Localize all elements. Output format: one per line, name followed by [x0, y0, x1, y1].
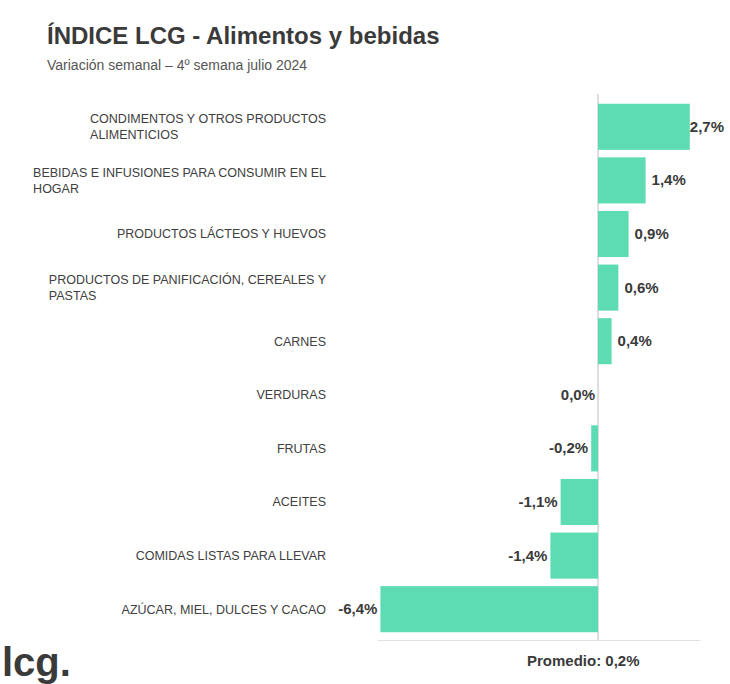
data-label: 0,0%	[561, 386, 595, 403]
y-axis-labels: CONDIMENTOS Y OTROS PRODUCTOS ALIMENTICIO…	[33, 112, 327, 616]
category-label: ACEITES	[273, 495, 327, 509]
category-label-line: AZÚCAR, MIEL, DULCES Y CACAO	[122, 602, 327, 617]
x-axis-line	[378, 640, 701, 641]
x-axis	[378, 640, 701, 642]
category-label-line: PASTAS	[49, 289, 96, 303]
data-label: -0,2%	[549, 439, 588, 456]
bar	[598, 157, 646, 203]
data-labels: 2,7% 1,4% 0,9% 0,6% 0,4% 0,0% -0,2% -1,1% -1,4% -…	[338, 118, 724, 617]
subtitle: Variación semanal – 4º semana julio 2024	[47, 57, 307, 73]
category-label-line: PRODUCTOS LÁCTEOS Y HUEVOS	[117, 226, 326, 241]
bar	[598, 318, 612, 364]
data-label: -1,1%	[518, 493, 557, 510]
category-label-line: ALIMENTICIOS	[90, 128, 178, 142]
bar	[550, 533, 598, 579]
note: Promedio: 0,2%	[527, 652, 640, 669]
category-label: FRUTAS	[277, 442, 326, 456]
category-label-line: CARNES	[274, 335, 326, 349]
category-label: CONDIMENTOS Y OTROS PRODUCTOS ALIMENTICIO…	[90, 112, 326, 142]
bar	[598, 104, 690, 150]
data-label: 0,9%	[635, 225, 669, 242]
category-label-line: PRODUCTOS DE PANIFICACIÓN, CEREALES Y	[49, 272, 327, 287]
data-label: 0,6%	[624, 279, 658, 296]
category-label-line: HOGAR	[33, 182, 79, 196]
category-label-line: FRUTAS	[277, 442, 326, 456]
category-label: PRODUCTOS LÁCTEOS Y HUEVOS	[117, 226, 326, 241]
category-label: AZÚCAR, MIEL, DULCES Y CACAO	[122, 602, 327, 617]
bar	[561, 479, 598, 525]
title: ÍNDICE LCG - Alimentos y bebidas	[47, 22, 440, 49]
category-label-line: VERDURAS	[257, 388, 326, 402]
category-label-line: ACEITES	[273, 495, 327, 509]
data-label: 0,4%	[618, 332, 652, 349]
chart: ÍNDICE LCG - Alimentos y bebidas Variació…	[0, 0, 730, 684]
bar	[598, 372, 599, 418]
bar	[598, 265, 618, 311]
data-label: 2,7%	[690, 118, 724, 135]
data-label: 1,4%	[652, 171, 686, 188]
bars	[380, 104, 689, 632]
category-label: PRODUCTOS DE PANIFICACIÓN, CEREALES Y PAS…	[49, 272, 327, 303]
data-label: -1,4%	[508, 547, 547, 564]
category-label-line: BEBIDAS E INFUSIONES PARA CONSUMIR EN EL	[33, 166, 326, 180]
bar	[598, 211, 629, 257]
category-label: CARNES	[274, 335, 326, 349]
category-label-line: CONDIMENTOS Y OTROS PRODUCTOS	[90, 112, 326, 126]
category-label: BEBIDAS E INFUSIONES PARA CONSUMIR EN EL…	[33, 166, 326, 196]
category-label: VERDURAS	[257, 388, 326, 402]
category-label: COMIDAS LISTAS PARA LLEVAR	[136, 549, 326, 563]
bar	[591, 425, 598, 471]
data-label: -6,4%	[338, 600, 377, 617]
category-label-line: COMIDAS LISTAS PARA LLEVAR	[136, 549, 326, 563]
logo: lcg.	[2, 640, 71, 684]
bar	[380, 586, 598, 632]
